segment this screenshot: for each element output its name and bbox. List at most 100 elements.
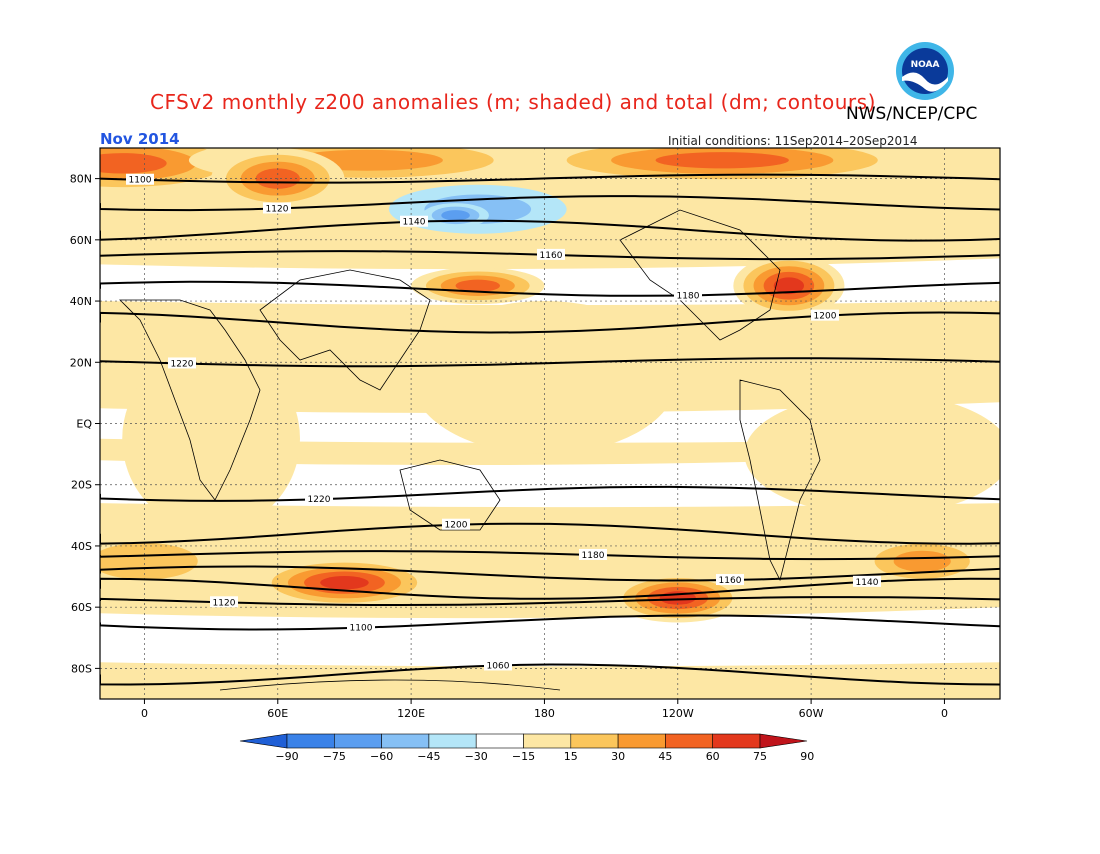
colorbar-swatch xyxy=(665,733,714,749)
colorbar-swatch xyxy=(570,733,619,749)
anomaly-blob xyxy=(744,392,1000,516)
anomaly-blob xyxy=(100,542,198,580)
lat-tick-label: 60N xyxy=(70,234,92,247)
anomaly-blob xyxy=(411,301,678,455)
contour-label-bg xyxy=(263,202,291,214)
colorbar-label: −90 xyxy=(275,750,298,763)
colorbar-label: 75 xyxy=(753,750,767,763)
colorbar-swatch xyxy=(428,733,477,749)
agency-label: NWS/NCEP/CPC xyxy=(846,104,978,124)
neutral-band xyxy=(100,607,1000,667)
colorbar-label: −60 xyxy=(370,750,393,763)
anomaly-blob xyxy=(122,346,300,531)
contour-label-bg xyxy=(168,357,196,369)
contour-label-bg xyxy=(442,518,470,530)
lat-tick-label: 20N xyxy=(70,356,92,369)
contour-label-bg xyxy=(811,309,839,321)
contour-label: 1200 xyxy=(445,521,468,531)
contour-label: 1180 xyxy=(677,291,700,301)
colorbar-swatch xyxy=(333,733,382,749)
colorbar-swatch xyxy=(381,733,430,749)
colorbar: −90 −75 −60 −45 −30 −15 15 30 45 60 75 90 xyxy=(239,733,814,763)
contour-line xyxy=(100,614,1000,631)
colorbar-arrow-low xyxy=(239,733,288,749)
lat-tick-label: 80N xyxy=(70,173,92,186)
coastline xyxy=(619,209,781,341)
colorbar-swatch xyxy=(523,733,572,749)
contour-label-bg xyxy=(210,596,238,608)
contour-line xyxy=(100,219,1000,242)
contour-line xyxy=(100,663,1000,686)
contour-line xyxy=(100,577,1000,600)
contour-line xyxy=(100,195,1000,212)
anomaly-blob xyxy=(441,210,470,221)
contour-label-bg xyxy=(537,248,565,260)
colorbar-label: 30 xyxy=(611,750,625,763)
contour-label-bg xyxy=(716,574,744,586)
colorbar-label: 15 xyxy=(564,750,578,763)
contour-label: 1200 xyxy=(814,312,837,322)
noaa-logo: NOAA xyxy=(896,42,954,100)
lon-tick-label: 120E xyxy=(397,707,425,720)
contour-label-bg xyxy=(347,621,375,633)
contour-label: 1140 xyxy=(856,578,879,588)
coastline xyxy=(259,269,431,391)
map-axes: 80N 60N 40N 20N EQ 20S 40S 60S 80S 0 60E 120E 180 120… xyxy=(70,173,948,720)
colorbar-label: −45 xyxy=(417,750,440,763)
contour-line xyxy=(100,522,1000,545)
lat-tick-label: EQ xyxy=(76,418,92,431)
contour-line xyxy=(100,280,1000,297)
contour-label-bg xyxy=(674,289,702,301)
contour-label-bg xyxy=(400,215,428,227)
contour-label-bg xyxy=(484,659,512,671)
colorbar-swatch xyxy=(286,733,335,749)
colorbar-label: 60 xyxy=(706,750,720,763)
colorbar-swatch xyxy=(712,733,761,749)
lat-tick-label: 60S xyxy=(71,601,92,614)
colorbar-label: 45 xyxy=(658,750,672,763)
anomaly-blob xyxy=(320,575,369,590)
anomaly-blob xyxy=(100,153,167,174)
forecast-month: Nov 2014 xyxy=(100,130,180,148)
lat-tick-label: 40N xyxy=(70,295,92,308)
coastline xyxy=(739,379,821,582)
contour-line xyxy=(100,485,1000,502)
coastlines xyxy=(119,209,821,691)
coastline xyxy=(119,299,261,501)
anomaly-blob xyxy=(893,550,951,572)
contour-label-bg xyxy=(579,548,607,560)
contour-label-bg xyxy=(126,173,154,185)
anomaly-blob xyxy=(655,152,789,169)
contour-label: 1220 xyxy=(171,359,194,369)
chart-title: CFSv2 monthly z200 anomalies (m; shaded)… xyxy=(150,90,876,114)
lon-tick-label: 0 xyxy=(141,707,148,720)
coastline xyxy=(399,459,501,531)
colorbar-label: −75 xyxy=(323,750,346,763)
contour-line xyxy=(100,173,1000,184)
contour-label: 1120 xyxy=(213,598,236,608)
contour-label: 1180 xyxy=(582,551,605,561)
contour-label-bg xyxy=(305,493,333,505)
svg-text:NOAA: NOAA xyxy=(911,60,940,70)
contour-line xyxy=(100,357,1000,368)
lat-tick-label: 80S xyxy=(71,662,92,675)
contour-line xyxy=(100,250,1000,261)
lon-tick-label: 60E xyxy=(267,707,288,720)
colorbar-label: −15 xyxy=(512,750,535,763)
contour-label: 1060 xyxy=(487,661,510,671)
contour-label: 1160 xyxy=(540,251,563,261)
contour-line xyxy=(100,311,1000,334)
height-contours: 1100 1120 1140 1160 1180 1200 1220 1220 1200 1180… xyxy=(100,173,1000,686)
contour-label: 1120 xyxy=(266,204,289,214)
colorbar-label: −30 xyxy=(465,750,488,763)
lat-tick-label: 40S xyxy=(71,540,92,553)
coastline xyxy=(219,679,561,691)
contour-label: 1220 xyxy=(308,495,331,505)
anomaly-blob xyxy=(455,279,500,292)
lon-tick-label: 0 xyxy=(941,707,948,720)
lon-tick-label: 120W xyxy=(662,707,694,720)
contour-label: 1160 xyxy=(719,576,742,586)
colorbar-label: 90 xyxy=(800,750,814,763)
colorbar-arrow-high xyxy=(759,733,808,749)
